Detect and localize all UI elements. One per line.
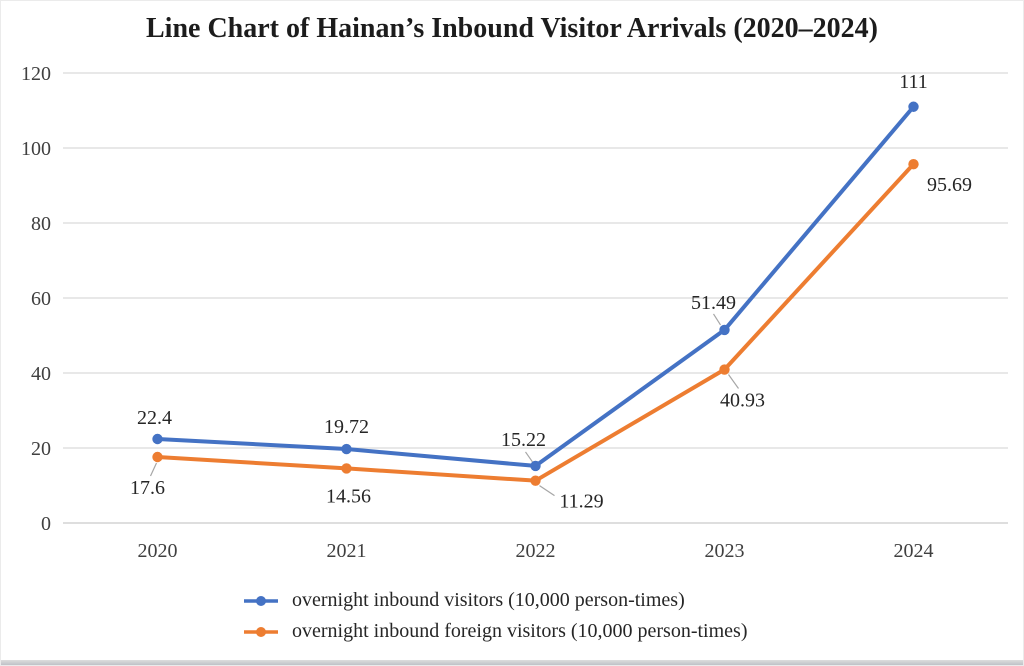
y-axis-tick-label: 20	[31, 438, 51, 460]
chart-title: Line Chart of Hainan’s Inbound Visitor A…	[146, 13, 878, 44]
x-axis-tick-label: 2024	[894, 540, 934, 562]
y-axis-tick-label: 60	[31, 288, 51, 310]
legend-item-inbound-foreign-visitors: overnight inbound foreign visitors (10,0…	[243, 620, 748, 643]
data-label-leader-line	[712, 313, 722, 326]
data-point-marker	[719, 324, 730, 336]
data-point-marker	[530, 460, 541, 472]
legend-item-inbound-visitors: overnight inbound visitors (10,000 perso…	[243, 589, 748, 612]
x-axis-tick-label: 2022	[516, 540, 556, 562]
x-axis-tick-label: 2021	[327, 540, 367, 562]
data-point-label: 11.29	[559, 491, 603, 513]
data-point-label: 22.4	[137, 407, 172, 429]
data-point-marker	[152, 451, 163, 463]
legend-label: overnight inbound foreign visitors (10,0…	[292, 620, 748, 642]
data-label-leader-line	[525, 451, 533, 463]
data-point-marker	[341, 463, 352, 474]
data-point-marker	[341, 443, 352, 455]
data-point-marker	[908, 158, 919, 170]
y-axis-tick-label: 100	[21, 138, 51, 160]
bottom-border	[1, 660, 1023, 665]
data-point-label: 95.69	[927, 174, 972, 196]
data-point-label: 51.49	[691, 292, 736, 314]
y-axis-tick-label: 40	[31, 363, 51, 385]
data-point-label: 14.56	[326, 485, 371, 507]
y-axis-tick-label: 120	[21, 63, 51, 85]
x-axis-tick-label: 2023	[705, 540, 745, 562]
data-point-label: 15.22	[501, 429, 546, 451]
data-label-leader-line	[539, 485, 555, 497]
data-point-label: 40.93	[720, 390, 765, 412]
data-point-label: 111	[899, 71, 928, 93]
data-point-marker	[908, 101, 919, 112]
data-point-marker	[530, 475, 541, 486]
x-axis-tick-label: 2020	[138, 540, 178, 562]
legend-label: overnight inbound visitors (10,000 perso…	[292, 589, 685, 611]
data-label-leader-line	[149, 462, 158, 477]
data-point-marker	[152, 433, 163, 445]
data-point-marker	[719, 364, 730, 375]
y-axis-tick-label: 80	[31, 213, 51, 235]
chart-legend: overnight inbound visitors (10,000 perso…	[243, 589, 748, 643]
legend-line-marker-icon	[244, 626, 278, 637]
y-axis-tick-label: 0	[41, 513, 51, 535]
data-point-label: 17.6	[130, 477, 165, 499]
legend-line-marker-icon	[244, 595, 278, 606]
data-point-label: 19.72	[324, 416, 369, 438]
data-label-leader-line	[728, 374, 739, 389]
